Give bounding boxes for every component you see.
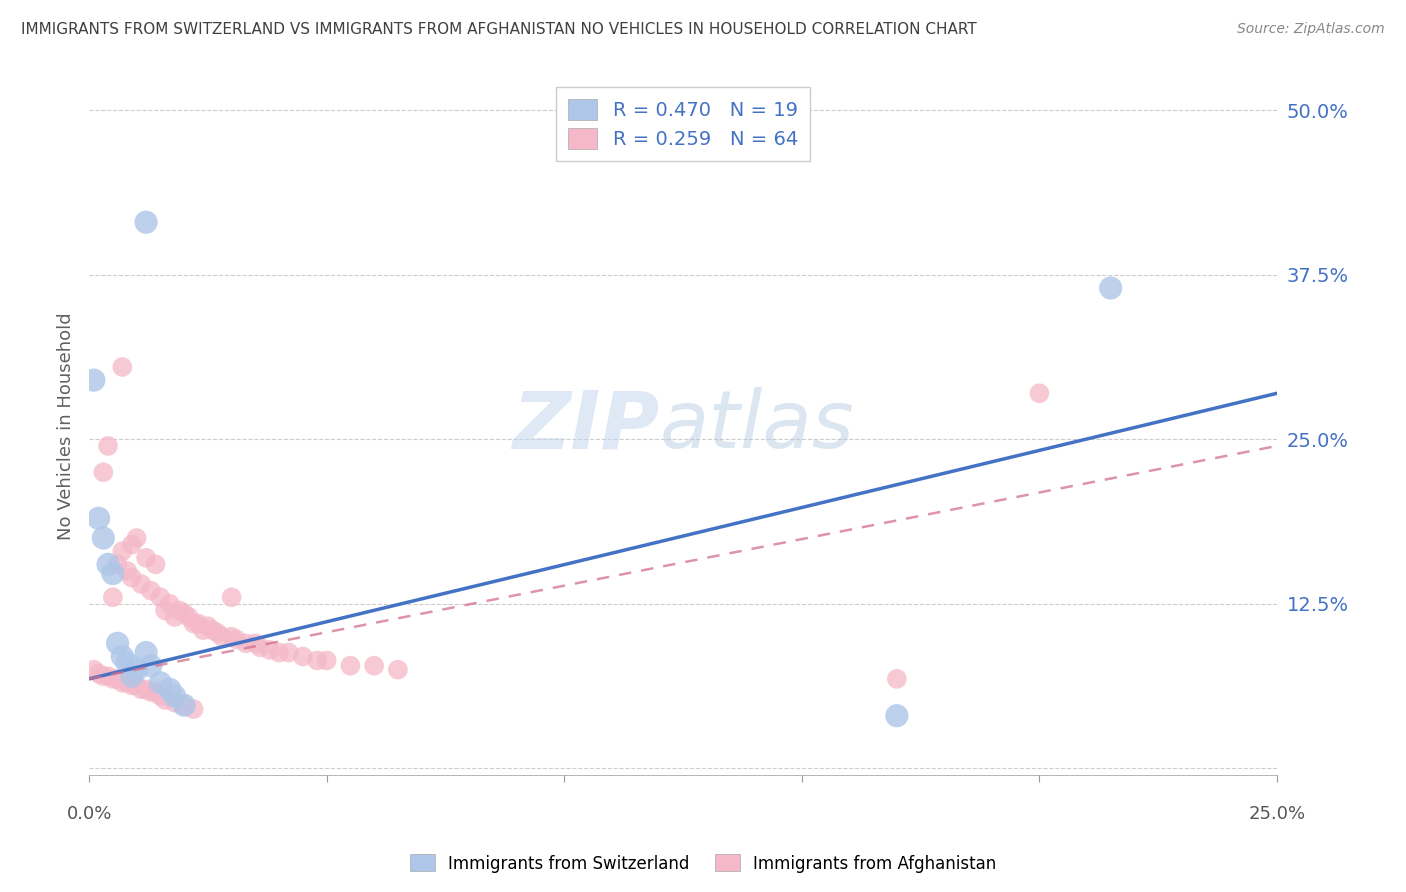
Point [207,625,229,640]
Point [149,689,172,703]
Point [159,597,181,611]
Point [101,566,124,581]
Point [315,653,337,667]
Point [191,623,214,637]
Point [221,630,243,644]
Point [135,550,157,565]
Point [201,623,224,637]
Y-axis label: No Vehicles in Household: No Vehicles in Household [58,312,75,540]
Point [91,531,114,545]
Point [183,702,205,716]
Point [135,215,157,229]
Point [83,663,105,677]
Point [125,678,148,692]
Point [97,669,120,683]
Point [163,696,186,710]
Point [387,663,409,677]
Point [115,675,138,690]
Point [307,653,329,667]
Point [97,439,120,453]
Point [107,636,129,650]
Point [149,675,172,690]
Point [107,672,129,686]
Text: ZIP: ZIP [512,387,659,466]
Point [149,591,172,605]
Legend: R = 0.470   N = 19, R = 0.259   N = 64: R = 0.470 N = 19, R = 0.259 N = 64 [557,87,810,161]
Point [131,577,153,591]
Point [101,672,124,686]
Point [111,649,134,664]
Text: 0.0%: 0.0% [66,805,111,823]
Point [125,531,148,545]
Text: 25.0%: 25.0% [1249,805,1306,823]
Point [91,465,114,479]
Point [91,669,114,683]
Point [211,630,233,644]
Point [139,658,162,673]
Point [135,682,157,697]
Point [169,603,191,617]
Point [87,666,110,681]
Text: atlas: atlas [659,387,853,466]
Point [163,610,186,624]
Point [291,649,314,664]
Point [111,359,134,374]
Point [1099,281,1122,295]
Point [159,682,181,697]
Point [277,646,299,660]
Point [115,564,138,578]
Point [153,603,176,617]
Point [221,591,243,605]
Point [1028,386,1050,401]
Point [115,656,138,670]
Point [83,373,105,387]
Point [139,583,162,598]
Point [187,616,209,631]
Point [121,570,143,584]
Point [173,698,195,713]
Point [177,610,200,624]
Point [111,544,134,558]
Point [173,606,195,620]
Point [886,708,908,723]
Legend: Immigrants from Switzerland, Immigrants from Afghanistan: Immigrants from Switzerland, Immigrants … [404,847,1002,880]
Point [121,538,143,552]
Point [139,685,162,699]
Point [339,658,361,673]
Point [121,678,143,692]
Point [135,646,157,660]
Point [886,672,908,686]
Point [107,558,129,572]
Point [173,698,195,713]
Point [125,663,148,677]
Text: IMMIGRANTS FROM SWITZERLAND VS IMMIGRANTS FROM AFGHANISTAN NO VEHICLES IN HOUSEH: IMMIGRANTS FROM SWITZERLAND VS IMMIGRANT… [21,22,977,37]
Point [197,619,219,633]
Point [225,632,247,647]
Point [153,693,176,707]
Text: Source: ZipAtlas.com: Source: ZipAtlas.com [1237,22,1385,37]
Point [111,675,134,690]
Point [97,558,120,572]
Point [163,689,186,703]
Point [249,640,271,655]
Point [121,669,143,683]
Point [235,636,257,650]
Point [101,591,124,605]
Point [131,682,153,697]
Point [245,636,267,650]
Point [363,658,385,673]
Point [87,511,110,525]
Point [145,685,167,699]
Point [145,558,167,572]
Point [259,643,281,657]
Point [269,646,291,660]
Point [183,616,205,631]
